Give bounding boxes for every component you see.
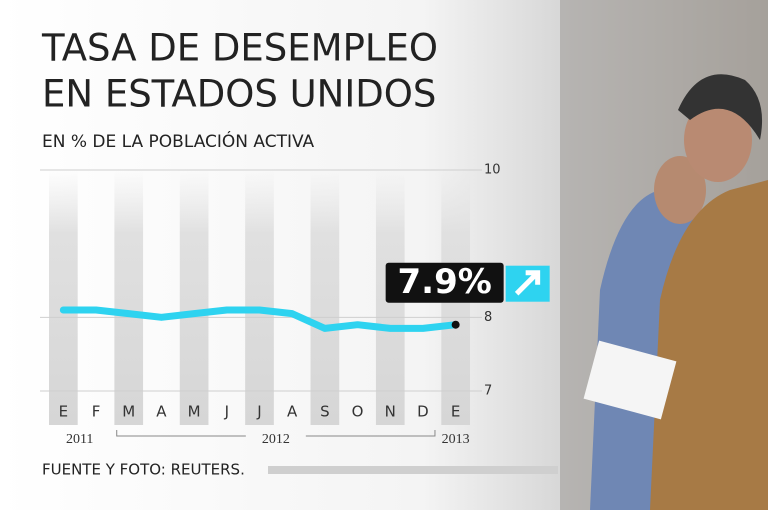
end-point bbox=[451, 320, 460, 329]
x-tick-label: A bbox=[287, 403, 298, 421]
x-tick-label: F bbox=[92, 403, 101, 421]
x-tick-label: J bbox=[224, 403, 229, 421]
x-tick-label: S bbox=[320, 403, 330, 421]
x-tick-label: J bbox=[256, 403, 261, 421]
year-bracket bbox=[116, 430, 436, 437]
x-tick-label: M bbox=[188, 403, 201, 421]
column-band bbox=[49, 170, 78, 425]
year-label: 2011 bbox=[66, 432, 93, 447]
year-label: 2012 bbox=[262, 432, 290, 447]
chart-title: EN ESTADOS UNIDOS bbox=[42, 73, 436, 116]
value-label: 7.9% bbox=[398, 262, 492, 302]
x-tick-label: N bbox=[385, 403, 396, 421]
year-label: 2013 bbox=[442, 432, 470, 447]
source: FUENTE Y FOTO: REUTERS. bbox=[42, 461, 245, 479]
x-tick-label: D bbox=[417, 403, 429, 421]
column-band bbox=[310, 170, 340, 425]
subtitle: EN % DE LA POBLACIÓN ACTIVA bbox=[42, 130, 315, 152]
column-band bbox=[245, 170, 274, 425]
x-tick-label: M bbox=[122, 403, 135, 421]
x-tick-label: E bbox=[59, 403, 68, 421]
y-tick-label: 7 bbox=[484, 384, 492, 399]
y-tick-label: 10 bbox=[484, 163, 501, 178]
column-band bbox=[179, 170, 209, 425]
x-tick-label: A bbox=[156, 403, 167, 421]
y-tick-label: 8 bbox=[484, 310, 492, 325]
value-label-box bbox=[385, 262, 504, 303]
column-band bbox=[114, 170, 144, 425]
source-bar bbox=[268, 466, 558, 474]
x-tick-label: E bbox=[451, 403, 460, 421]
line bbox=[59, 306, 460, 332]
chart-title: TASA DE DESEMPLEO bbox=[41, 27, 438, 70]
x-tick-label: O bbox=[352, 403, 364, 421]
trend-arrow bbox=[514, 270, 541, 296]
photo bbox=[560, 0, 768, 510]
